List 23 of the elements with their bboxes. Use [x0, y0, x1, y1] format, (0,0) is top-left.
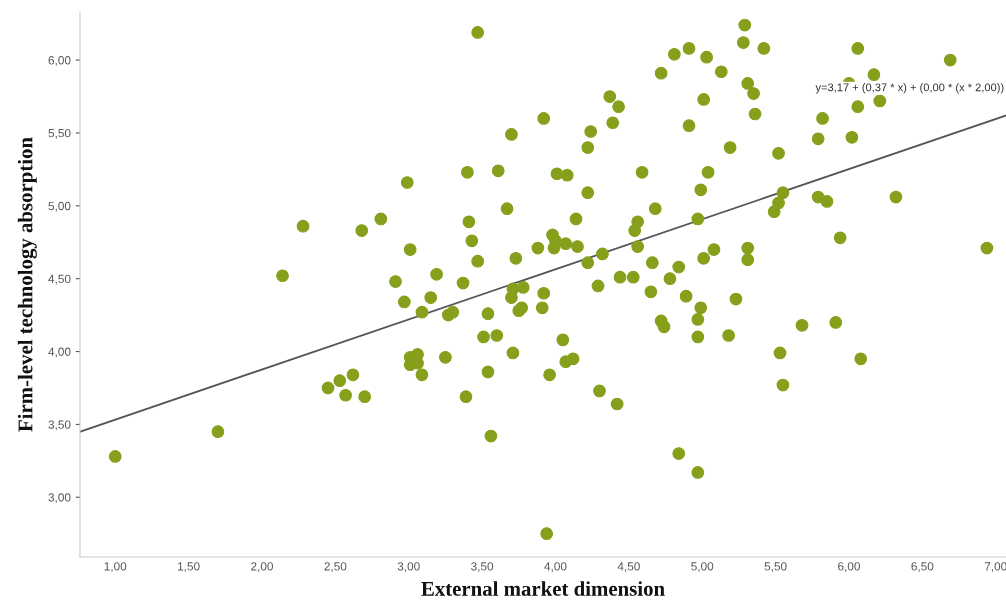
y-tick-label: 3,00: [48, 493, 71, 504]
y-tick-label: 5,50: [48, 128, 71, 139]
x-tick-label: 1,50: [178, 562, 200, 572]
x-tick-label: 7,00: [984, 562, 1006, 572]
x-tick-label: 4,50: [617, 562, 640, 572]
y-tick-label: 3,50: [48, 420, 71, 431]
x-tick-label: 5,00: [691, 562, 714, 572]
x-tick-label: 3,50: [471, 562, 494, 572]
x-tick-label: 6,00: [838, 562, 860, 572]
x-tick-label: 6,50: [911, 562, 934, 572]
x-tick-label: 1,00: [104, 562, 127, 572]
annotation: y=3,17 + (0,37 * x) + (0,00 * (x * 2,00)): [815, 83, 1004, 94]
y-tick-label: 4,00: [48, 347, 71, 358]
x-tick-label: 2,00: [251, 562, 273, 572]
x-axis-title: External market dimension: [421, 581, 665, 596]
x-tick-label: 5,50: [764, 562, 787, 572]
y-tick-label: 5,00: [48, 201, 71, 212]
y-axis-title: Firm-level technology absorption: [17, 137, 37, 432]
x-tick-label: 2,50: [324, 562, 347, 572]
y-tick-label: 6,00: [48, 56, 71, 66]
x-tick-label: 4,00: [544, 562, 567, 572]
y-tick-label: 4,50: [48, 274, 71, 285]
x-tick-label: 3,00: [397, 562, 420, 572]
